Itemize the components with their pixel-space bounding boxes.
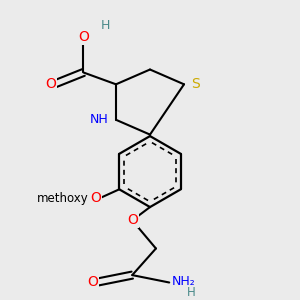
- Text: O: O: [127, 213, 138, 227]
- Text: O: O: [46, 77, 56, 91]
- Text: O: O: [78, 30, 89, 44]
- Text: O: O: [90, 191, 101, 205]
- Text: methoxy: methoxy: [37, 192, 88, 205]
- Text: H: H: [101, 19, 110, 32]
- Text: NH: NH: [90, 113, 109, 126]
- Text: O: O: [87, 275, 98, 290]
- Text: H: H: [187, 286, 196, 299]
- Text: NH₂: NH₂: [172, 274, 196, 287]
- Text: S: S: [191, 77, 200, 91]
